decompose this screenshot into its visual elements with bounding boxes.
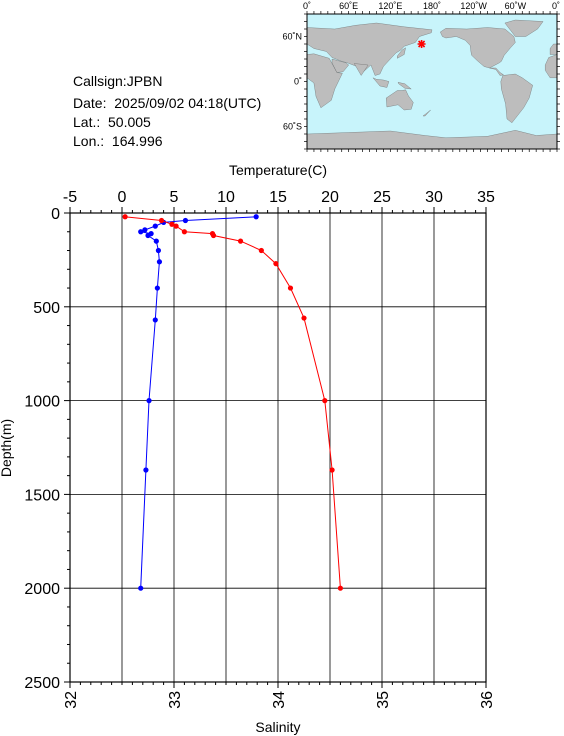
latitude-text: Lat.: 50.005 — [73, 114, 151, 130]
salinity-data-point — [158, 217, 165, 224]
top-axis-tick-label: 20 — [321, 189, 339, 206]
map-labels: 0˚ 60˚E 120˚E 180˚ 120˚W 60˚W 0˚ 60˚N 0˚ 60˚S — [282, 1, 560, 132]
top-axis-tick-label: 30 — [425, 189, 443, 206]
map-top-label: 60˚E — [339, 1, 358, 11]
bottom-axis-tick-label: 32 — [63, 691, 80, 709]
left-axis-tick-label: 0 — [51, 206, 60, 223]
salinity-data-point — [181, 229, 187, 235]
callsign-text: Callsign:JPBN — [73, 73, 163, 89]
bottom-axis-tick-label: 35 — [375, 691, 392, 709]
iberia-land — [549, 43, 558, 55]
top-axis-tick-label: 10 — [217, 189, 235, 206]
salinity-data-point — [273, 261, 279, 267]
temperature-data-point — [155, 247, 161, 254]
salinity-data-point — [329, 467, 335, 473]
top-axis-tick-label: 15 — [269, 189, 287, 206]
salinity-data-point — [173, 223, 179, 229]
left-axis-tick-label: 1500 — [24, 487, 60, 504]
left-axis-tick-label: 1000 — [24, 394, 60, 411]
new-guinea-land — [397, 82, 412, 90]
new-zealand-land — [422, 109, 431, 117]
temperature-data-point — [148, 231, 154, 237]
temperature-data-point — [145, 232, 151, 239]
top-axis-tick-label: 25 — [373, 189, 391, 206]
temperature-data-point — [153, 238, 159, 244]
temperature-data-point — [182, 217, 189, 224]
top-axis-tick-label: -5 — [63, 189, 77, 206]
map-top-label: 120˚W — [460, 1, 487, 11]
map-left-label: 0˚ — [294, 77, 302, 87]
station-marker-icon — [417, 40, 426, 48]
temperature-data-point — [152, 223, 158, 229]
salinity-profile-line — [125, 216, 341, 589]
salinity-data-point — [210, 232, 217, 239]
temperature-data-point — [152, 317, 158, 323]
map-left-label: 60˚S — [283, 122, 302, 132]
map-top-label: 0˚ — [303, 1, 311, 11]
arabia-land — [331, 58, 349, 73]
indonesia-land — [372, 77, 390, 88]
greenland-land — [504, 19, 544, 37]
map-top-label: 60˚W — [505, 1, 527, 11]
top-axis-tick-label: 35 — [477, 189, 495, 206]
central-america-land — [489, 67, 504, 76]
longitude-text: Lon.: 164.996 — [73, 133, 163, 149]
salinity-data-point — [258, 247, 264, 254]
left-axis-tick-label: 2500 — [24, 675, 60, 692]
temperature-data-point — [253, 214, 259, 220]
south-america-land — [500, 73, 533, 124]
top-axis-tick-label: 0 — [118, 189, 127, 206]
north-america-land — [440, 27, 516, 69]
date-text: Date: 2025/09/02 04:18(UTC) — [73, 95, 262, 111]
top-axis-label: Temperature(C) — [229, 162, 327, 178]
bottom-axis-tick-label: 33 — [167, 691, 184, 709]
map-land — [306, 19, 558, 150]
top-axis-tick-label: 5 — [170, 189, 179, 206]
map-left-label: 60˚N — [282, 32, 302, 42]
temperature-data-point — [154, 285, 160, 291]
temperature-data-point — [138, 585, 144, 591]
salinity-data-point — [337, 585, 343, 591]
bottom-axis-tick-label: 34 — [271, 691, 288, 709]
temperature-profile-line — [139, 216, 257, 589]
map-marker — [417, 40, 426, 48]
salinity-data-point — [237, 238, 244, 244]
salinity-data-point — [209, 231, 216, 237]
left-axis-tick-label: 500 — [33, 300, 60, 317]
map-top-label: 0˚ — [552, 1, 560, 11]
temperature-data-point — [143, 467, 149, 473]
temperature-data-point — [161, 219, 167, 225]
world-map: 0˚ 60˚E 120˚E 180˚ 120˚W 60˚W 0˚ 60˚N 0˚ 60˚S — [282, 1, 560, 152]
y-axis-label: Depth(m) — [0, 419, 14, 477]
map-top-label: 120˚E — [378, 1, 402, 11]
japan-land — [397, 47, 406, 59]
plot-frame — [69, 212, 487, 683]
salinity-data-point — [301, 315, 307, 321]
left-axis-tick-label: 2000 — [24, 581, 60, 598]
temperature-data-point — [146, 398, 152, 404]
bottom-axis-label: Salinity — [255, 719, 300, 735]
salinity-data-point — [287, 285, 294, 291]
bottom-axis-tick-label: 36 — [479, 691, 496, 709]
salinity-data-point — [169, 221, 175, 227]
australia-land — [386, 89, 414, 111]
eurasia-land — [306, 22, 433, 76]
india-land — [353, 63, 369, 76]
salinity-data-point — [122, 214, 128, 220]
africa-land — [306, 53, 343, 109]
temperature-data-point — [138, 229, 144, 235]
temperature-data-point — [142, 227, 148, 233]
map-top-label: 180˚ — [423, 1, 441, 11]
chart-series — [122, 214, 343, 591]
chart-grid — [69, 212, 487, 683]
salinity-data-point — [322, 398, 328, 404]
map-frame — [304, 11, 560, 152]
temperature-data-point — [156, 259, 163, 265]
